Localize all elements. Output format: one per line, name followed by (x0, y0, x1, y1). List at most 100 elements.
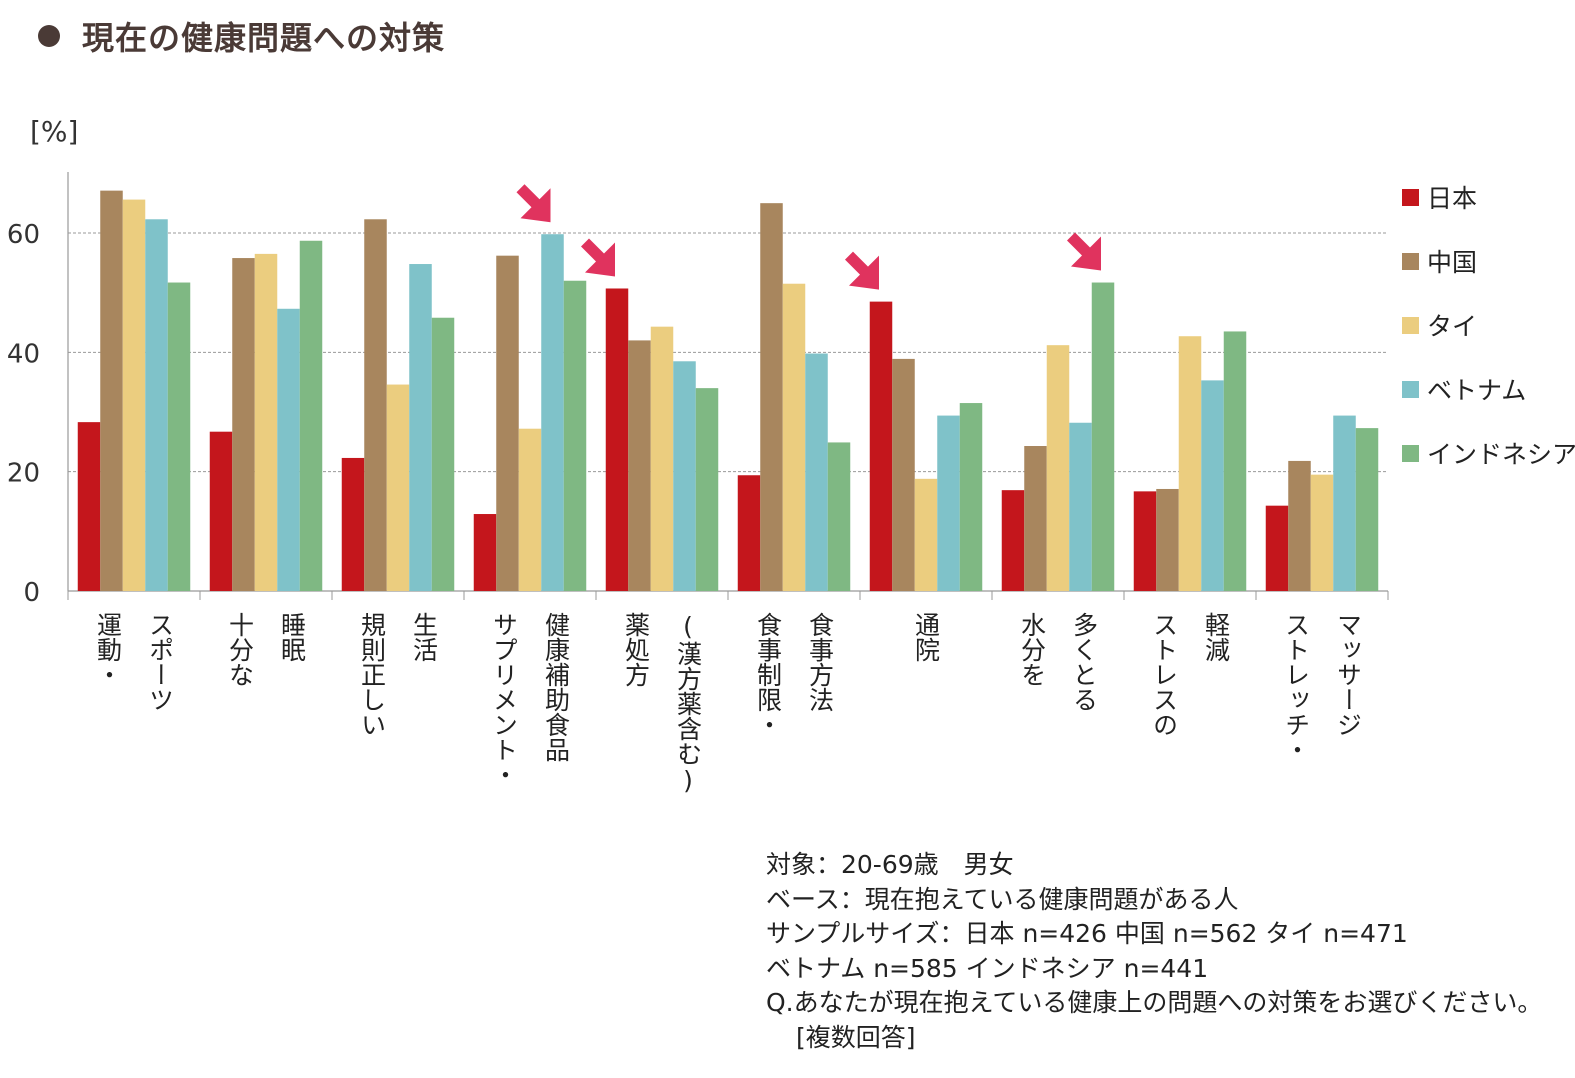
bar (782, 283, 806, 591)
note-sample-size: サンプルサイズ：日本 n=426 中国 n=562 タイ n=471 (766, 919, 1408, 948)
category-label: 通院 (912, 612, 941, 662)
bar (496, 255, 519, 591)
highlight-arrow-icon (581, 238, 615, 277)
legend-swatch (1402, 188, 1419, 206)
highlight-arrow-icon (516, 184, 551, 223)
legend-swatch (1402, 380, 1419, 398)
highlight-arrow-icon (845, 251, 879, 290)
bar (518, 428, 542, 591)
bar (1024, 446, 1047, 591)
category-label: スポーツ (146, 612, 175, 712)
category-label: 薬処方 (622, 612, 651, 687)
bar (869, 301, 893, 591)
category-label: 規則正しい (358, 612, 387, 737)
legend-item-thailand: タイ (1402, 293, 1575, 357)
page-title: 現在の健康問題への対策 (82, 19, 446, 57)
bar (1333, 415, 1356, 591)
bar (431, 317, 455, 591)
category-label: サプリメント・ (490, 612, 519, 787)
highlight-arrow-icon (1067, 232, 1101, 271)
bar (100, 190, 123, 592)
legend-item-china: 中国 (1402, 229, 1575, 293)
bar (959, 403, 983, 591)
bar (145, 219, 168, 591)
bar (695, 388, 719, 591)
legend-label: 中国 (1427, 248, 1478, 277)
bar (541, 234, 564, 591)
y-tick-label: 40 (7, 339, 40, 369)
bar (650, 326, 674, 591)
bar (473, 514, 497, 591)
legend-swatch (1402, 316, 1419, 334)
bar (1069, 422, 1092, 591)
y-axis-unit-label: [%] (30, 115, 79, 148)
bar (209, 431, 233, 591)
note-base: ベース：現在抱えている健康問題がある人 (766, 884, 1239, 914)
category-label: 運動・ (94, 612, 123, 687)
chart-legend: 日本 中国 タイ ベトナム インドネシア (1402, 165, 1575, 485)
bar (1156, 488, 1179, 591)
note-answer-type: [複数回答] (796, 1022, 916, 1052)
category-label: ストレスの (1150, 612, 1179, 737)
category-label: 水分を (1018, 612, 1047, 687)
bar (1091, 282, 1115, 591)
legend-label: インドネシア (1427, 440, 1575, 469)
legend-label: タイ (1427, 312, 1478, 341)
bar (1046, 345, 1070, 591)
bar (914, 478, 938, 591)
category-label: ストレッチ・ (1282, 612, 1311, 762)
category-label: 睡眠 (278, 612, 307, 662)
note-question: Q.あなたが現在抱えている健康上の問題への対策をお選びください。 (766, 988, 1543, 1017)
bar (1133, 491, 1157, 591)
bar (299, 240, 323, 592)
bar (1288, 460, 1311, 591)
legend-swatch (1402, 444, 1419, 462)
survey-notes: 対象：20-69歳 男女 ベース：現在抱えている健康問題がある人 サンプルサイズ… (766, 848, 1542, 1055)
bar (254, 253, 278, 591)
bar (1265, 505, 1289, 591)
bar (122, 199, 146, 591)
category-label: 十分な (226, 612, 255, 687)
bar (409, 264, 432, 591)
bar (805, 353, 828, 591)
bar (167, 282, 191, 591)
bar (563, 280, 587, 591)
bar (232, 258, 255, 591)
category-label: 多くとる (1070, 612, 1099, 712)
bar (386, 384, 410, 591)
legend-item-indonesia: インドネシア (1402, 421, 1575, 485)
bar (937, 415, 960, 591)
bar (341, 457, 365, 591)
bar (760, 203, 783, 591)
note-target: 対象：20-69歳 男女 (766, 850, 1014, 879)
legend-label: 日本 (1427, 184, 1478, 213)
bar (1310, 474, 1334, 591)
bullet-icon (38, 25, 60, 47)
bar (364, 219, 387, 591)
bar (277, 308, 300, 591)
category-label: 食事制限・ (754, 612, 783, 737)
y-tick-label: 0 (23, 578, 40, 608)
bar (77, 422, 101, 591)
legend-item-vietnam: ベトナム (1402, 357, 1575, 421)
bar (1178, 336, 1202, 591)
category-label: 軽減 (1202, 612, 1231, 662)
category-label: マッサージ (1334, 612, 1363, 737)
legend-item-japan: 日本 (1402, 165, 1575, 229)
legend-swatch (1402, 252, 1419, 270)
bar (827, 442, 851, 591)
category-label: (漢方薬含む) (674, 612, 703, 795)
bar (1001, 490, 1025, 591)
bar (1355, 428, 1379, 591)
bar (1201, 380, 1224, 591)
category-label: 生活 (410, 612, 439, 662)
legend-label: ベトナム (1427, 376, 1527, 405)
bar (1223, 331, 1247, 591)
category-label: 健康補助食品 (542, 612, 571, 762)
y-tick-label: 20 (7, 459, 40, 489)
category-label: 食事方法 (806, 612, 835, 712)
y-tick-label: 60 (7, 220, 40, 250)
bar (628, 340, 651, 591)
note-sample-size-cont: ベトナム n=585 インドネシア n=441 (766, 953, 1209, 983)
